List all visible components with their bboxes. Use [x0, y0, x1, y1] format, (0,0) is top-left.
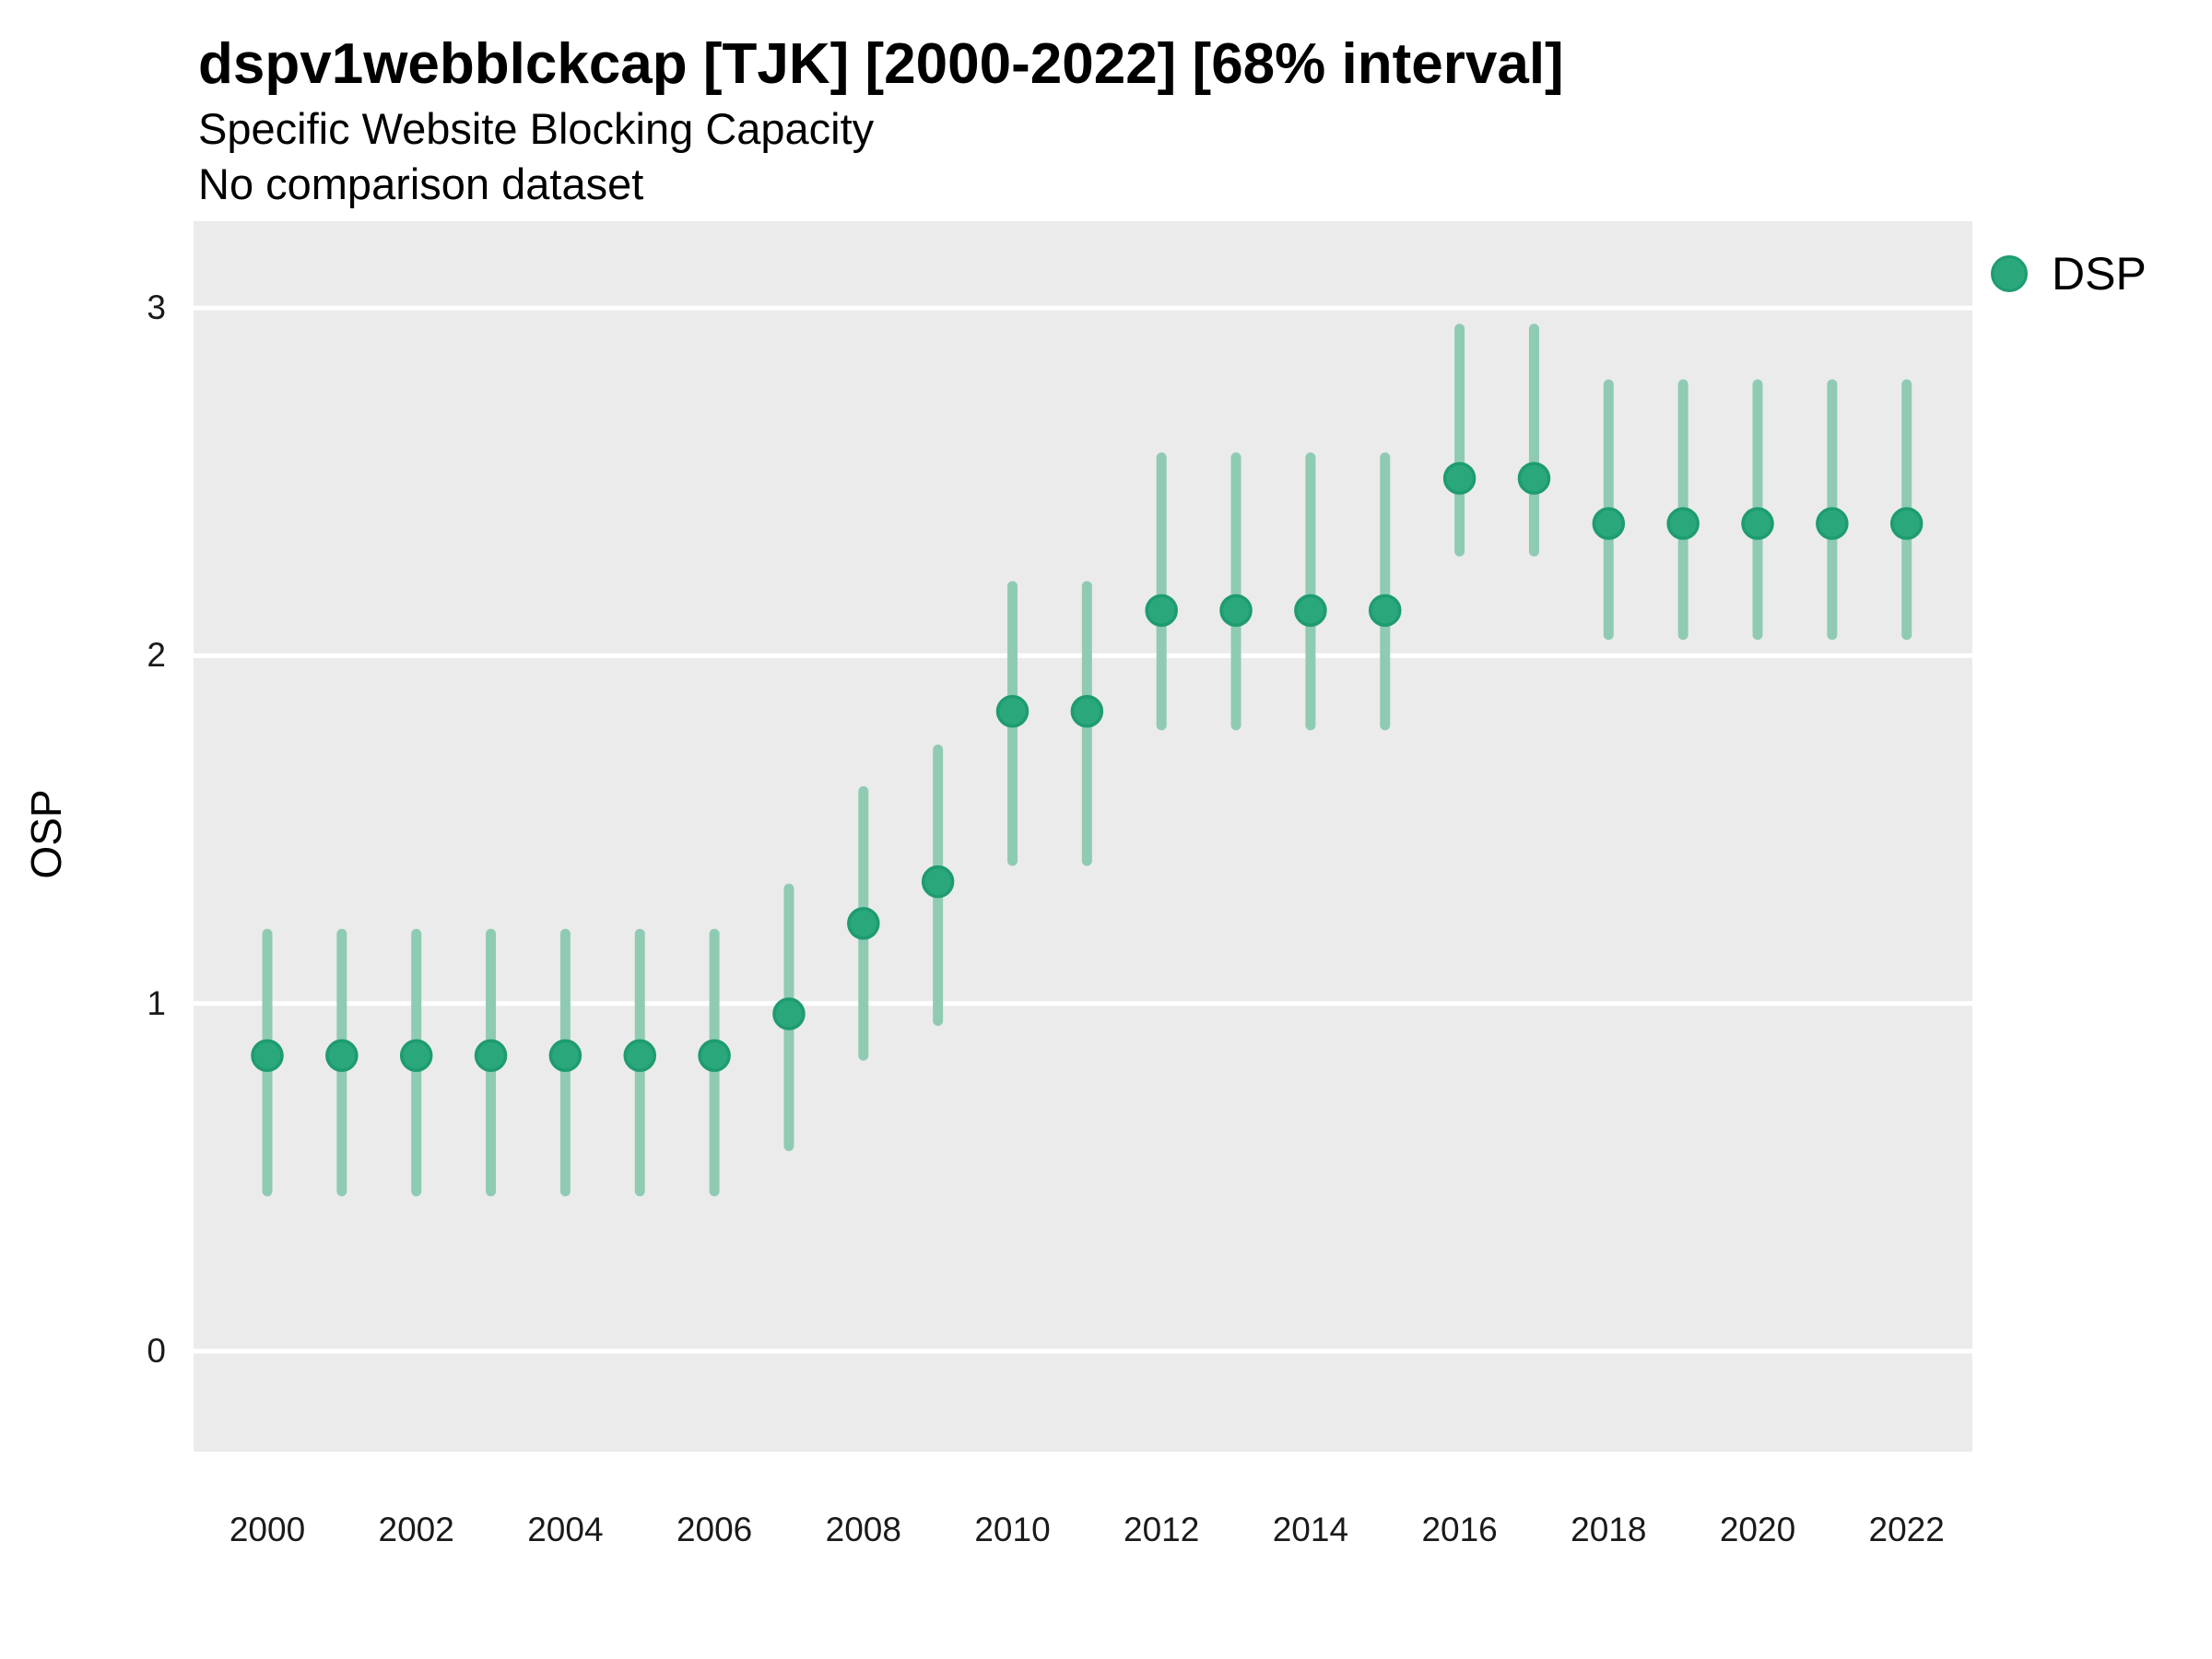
- legend-dsp-label: DSP: [2052, 248, 2147, 300]
- point-2003: [474, 1039, 508, 1073]
- point-2007: [772, 997, 806, 1030]
- point-2008: [847, 907, 880, 940]
- point-2011: [1070, 695, 1104, 728]
- x-tick-2006: 2006: [676, 1511, 753, 1548]
- chart-note: No comparison dataset: [198, 159, 644, 208]
- point-2001: [325, 1039, 359, 1073]
- point-2017: [1517, 462, 1551, 495]
- y-tick-1: 1: [147, 983, 166, 1022]
- point-2010: [995, 695, 1030, 728]
- x-tick-2004: 2004: [527, 1511, 604, 1548]
- chart-title: dspv1webblckcap [TJK] [2000-2022] [68% i…: [198, 32, 1564, 96]
- point-2014: [1294, 594, 1327, 628]
- point-2006: [698, 1039, 731, 1073]
- point-2019: [1666, 507, 1700, 540]
- point-2004: [548, 1039, 582, 1073]
- point-2013: [1219, 594, 1253, 628]
- point-2009: [921, 865, 955, 899]
- point-2012: [1145, 594, 1178, 628]
- x-tick-2016: 2016: [1421, 1511, 1498, 1548]
- point-2022: [1889, 507, 1924, 540]
- x-tick-2022: 2022: [1868, 1511, 1945, 1548]
- y-axis-title: OSP: [22, 788, 70, 879]
- point-2021: [1816, 507, 1849, 540]
- point-2015: [1369, 594, 1402, 628]
- x-tick-2012: 2012: [1124, 1511, 1200, 1548]
- point-2002: [399, 1039, 433, 1073]
- y-tick-3: 3: [147, 288, 166, 327]
- legend: DSP: [1991, 247, 2147, 300]
- y-tick-2: 2: [147, 636, 166, 675]
- x-tick-2002: 2002: [378, 1511, 454, 1548]
- x-tick-2010: 2010: [974, 1511, 1051, 1548]
- x-tick-2018: 2018: [1571, 1511, 1647, 1548]
- x-tick-2020: 2020: [1719, 1511, 1796, 1548]
- x-tick-2014: 2014: [1272, 1511, 1349, 1548]
- point-2000: [251, 1039, 284, 1073]
- x-tick-2008: 2008: [825, 1511, 901, 1548]
- point-2020: [1741, 507, 1774, 540]
- y-tick-0: 0: [147, 1332, 166, 1370]
- chart-subtitle: Specific Website Blocking Capacity: [198, 104, 875, 153]
- point-2018: [1592, 507, 1626, 540]
- point-2005: [623, 1039, 656, 1073]
- x-tick-2000: 2000: [229, 1511, 306, 1548]
- legend-dsp-point-icon: [1991, 255, 2028, 292]
- point-2016: [1442, 462, 1477, 495]
